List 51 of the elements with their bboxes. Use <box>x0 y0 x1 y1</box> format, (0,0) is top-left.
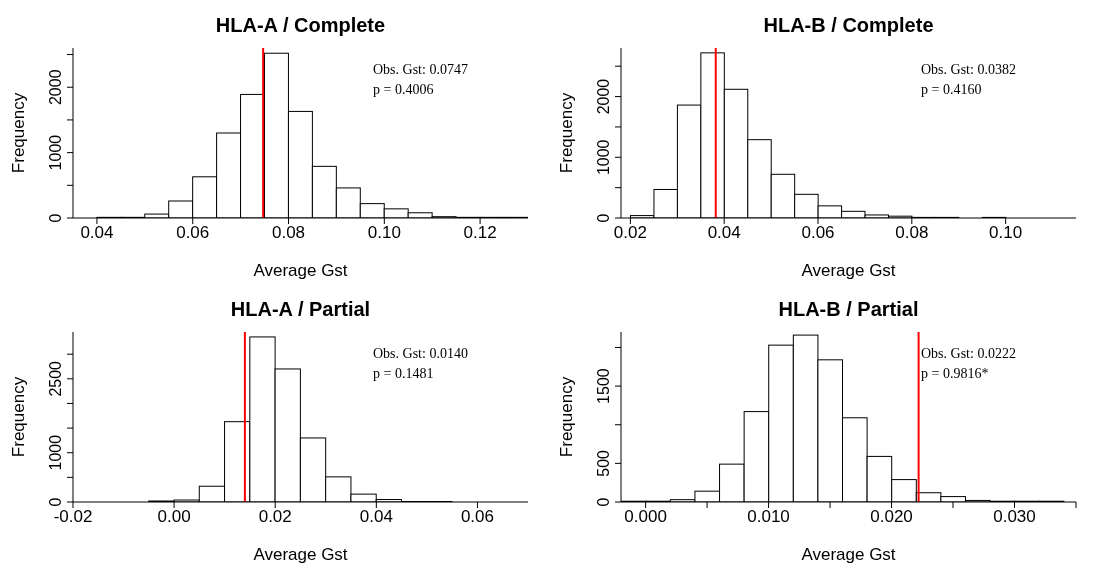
annotation: Obs. Gst: 0.0140 <box>373 345 468 363</box>
y-tick-label: 1000 <box>47 134 64 171</box>
y-tick-label: 2000 <box>47 69 64 106</box>
annotation: Obs. Gst: 0.0222 <box>921 345 1016 363</box>
x-tick-label: -0.02 <box>53 507 93 527</box>
x-tick-label: 0.030 <box>993 507 1036 527</box>
x-tick-label: 0.04 <box>359 507 393 527</box>
chart-title: HLA-A / Complete <box>214 14 387 37</box>
x-tick-label: 0.06 <box>801 223 835 243</box>
y-tick-label: 1000 <box>595 139 612 176</box>
x-tick-label: 0.10 <box>989 223 1023 243</box>
x-tick-label: 0.06 <box>460 507 494 527</box>
chart-title: HLA-B / Partial <box>777 298 920 321</box>
x-axis-title: Average Gst <box>801 545 896 564</box>
y-tick-label: 500 <box>595 449 612 477</box>
x-tick-label: 0.10 <box>367 223 401 243</box>
chart-title: HLA-A / Partial <box>229 298 372 321</box>
y-tick-label: 1500 <box>595 368 612 404</box>
y-tick-label: 0 <box>595 213 612 223</box>
y-axis-title: Frequency <box>557 376 577 458</box>
x-tick-label: 0.04 <box>707 223 741 243</box>
x-tick-label: 0.08 <box>271 223 306 243</box>
x-axis-title: Average Gst <box>253 261 348 280</box>
x-tick-label: 0.010 <box>747 507 790 527</box>
x-axis-title: Average Gst <box>253 545 348 564</box>
x-tick-label: 0.06 <box>176 223 210 243</box>
annotation: p = 0.9816* <box>921 365 990 383</box>
x-tick-label: 0.00 <box>157 507 191 527</box>
annotation: p = 0.4006 <box>373 81 435 99</box>
x-tick-label: 0.08 <box>895 223 929 243</box>
x-tick-label: 0.020 <box>870 507 913 527</box>
x-axis-title: Average Gst <box>801 261 896 280</box>
annotation: p = 0.4160 <box>921 81 983 99</box>
annotation: Obs. Gst: 0.0382 <box>921 61 1016 79</box>
x-tick-label: 0.12 <box>463 223 497 243</box>
y-axis-title: Frequency <box>9 376 29 458</box>
y-tick-label: 2000 <box>595 78 612 115</box>
y-axis-title: Frequency <box>557 92 577 174</box>
y-tick-label: 2500 <box>47 360 64 397</box>
x-tick-label: 0.02 <box>258 507 292 527</box>
y-axis-title: Frequency <box>9 92 29 174</box>
y-tick-label: 0 <box>47 213 64 223</box>
y-tick-label: 0 <box>47 497 64 507</box>
annotation: Obs. Gst: 0.0747 <box>373 61 468 79</box>
x-tick-label: 0.000 <box>624 507 667 527</box>
x-tick-label: 0.04 <box>80 223 114 243</box>
y-tick-label: 1000 <box>47 434 64 471</box>
y-tick-label: 0 <box>595 497 612 507</box>
chart-title: HLA-B / Complete <box>762 14 935 37</box>
x-tick-label: 0.02 <box>613 223 647 243</box>
annotation: p = 0.1481 <box>373 365 435 383</box>
